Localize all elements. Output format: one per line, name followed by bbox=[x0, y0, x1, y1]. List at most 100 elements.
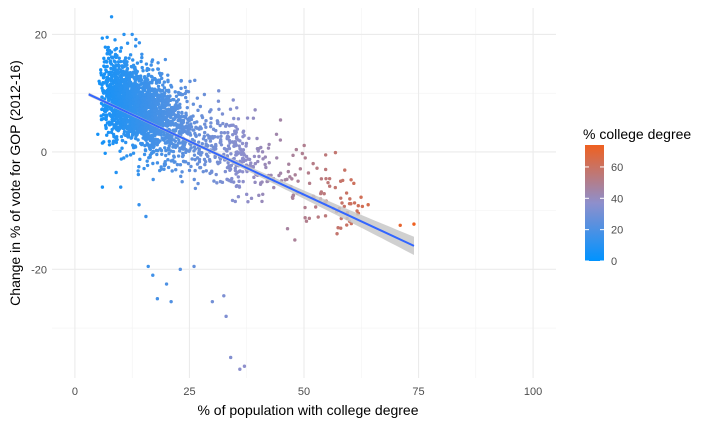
data-point bbox=[127, 56, 131, 60]
data-point bbox=[176, 141, 181, 145]
data-point bbox=[106, 45, 110, 50]
data-point bbox=[253, 161, 258, 166]
data-point bbox=[298, 167, 303, 171]
data-point bbox=[222, 146, 227, 151]
data-point bbox=[179, 174, 183, 179]
data-point bbox=[287, 162, 291, 166]
data-point bbox=[129, 129, 133, 134]
data-point bbox=[159, 148, 164, 153]
data-point bbox=[187, 119, 191, 123]
data-point bbox=[322, 192, 326, 196]
data-point bbox=[349, 202, 353, 206]
data-point bbox=[233, 166, 238, 170]
data-point bbox=[196, 140, 201, 144]
data-point bbox=[204, 125, 208, 129]
data-point bbox=[147, 112, 151, 116]
data-point bbox=[122, 32, 126, 37]
data-point bbox=[116, 114, 120, 118]
data-point bbox=[178, 163, 183, 167]
data-point bbox=[174, 94, 179, 99]
data-point bbox=[234, 150, 238, 154]
data-point bbox=[202, 157, 207, 162]
data-point bbox=[179, 86, 183, 91]
data-point bbox=[142, 97, 147, 102]
data-point bbox=[201, 169, 205, 174]
data-point bbox=[192, 121, 197, 125]
data-point bbox=[214, 147, 218, 151]
data-point bbox=[333, 185, 338, 190]
data-point bbox=[131, 124, 135, 128]
data-point bbox=[167, 151, 171, 156]
data-point bbox=[142, 114, 147, 118]
data-point bbox=[333, 150, 338, 155]
data-point bbox=[135, 119, 139, 123]
x-tick-label: 100 bbox=[524, 386, 542, 398]
data-point bbox=[112, 139, 117, 144]
data-point bbox=[203, 122, 207, 126]
data-point bbox=[256, 149, 260, 153]
data-point bbox=[120, 138, 125, 143]
data-point bbox=[123, 99, 127, 103]
data-point bbox=[176, 106, 181, 110]
data-point bbox=[102, 56, 106, 61]
data-point bbox=[109, 15, 114, 19]
data-point bbox=[127, 77, 132, 81]
legend-title: % college degree bbox=[583, 126, 691, 142]
data-point bbox=[129, 136, 133, 140]
data-point bbox=[140, 120, 144, 125]
data-point bbox=[204, 138, 208, 143]
data-point bbox=[291, 153, 295, 158]
data-point bbox=[155, 152, 159, 157]
data-point bbox=[225, 149, 229, 153]
data-point bbox=[184, 113, 188, 117]
data-point bbox=[110, 120, 114, 125]
data-point bbox=[168, 110, 173, 115]
data-point bbox=[179, 79, 183, 83]
data-point bbox=[133, 127, 137, 131]
data-point bbox=[290, 177, 294, 181]
data-point bbox=[216, 135, 220, 139]
data-point bbox=[113, 74, 117, 79]
data-point bbox=[163, 146, 167, 150]
data-point bbox=[226, 144, 231, 148]
data-point bbox=[97, 79, 101, 83]
data-point bbox=[161, 83, 165, 87]
data-point bbox=[214, 144, 218, 148]
data-point bbox=[195, 162, 200, 166]
data-point bbox=[345, 223, 349, 227]
data-point bbox=[188, 79, 192, 84]
data-point bbox=[307, 216, 312, 221]
data-point bbox=[184, 95, 188, 100]
data-point bbox=[275, 156, 279, 160]
data-point bbox=[140, 52, 144, 57]
x-tick-label: 0 bbox=[72, 386, 78, 398]
data-point bbox=[228, 168, 232, 173]
data-point bbox=[103, 151, 107, 155]
data-point bbox=[155, 297, 160, 301]
data-point bbox=[118, 49, 123, 53]
data-point bbox=[136, 169, 140, 173]
data-point bbox=[228, 141, 232, 145]
data-point bbox=[118, 125, 122, 130]
data-point bbox=[227, 146, 232, 151]
data-point bbox=[159, 116, 164, 121]
data-point bbox=[143, 123, 148, 127]
data-point bbox=[169, 299, 173, 304]
data-point bbox=[140, 125, 144, 129]
data-point bbox=[327, 176, 332, 181]
data-point bbox=[162, 167, 166, 171]
data-point bbox=[193, 186, 198, 191]
data-point bbox=[170, 169, 174, 173]
data-point bbox=[109, 114, 114, 119]
data-point bbox=[122, 132, 126, 136]
data-point bbox=[192, 128, 196, 132]
data-point bbox=[168, 120, 173, 124]
data-point bbox=[226, 178, 230, 182]
data-point bbox=[138, 127, 142, 131]
data-point bbox=[125, 63, 129, 67]
data-point bbox=[123, 56, 128, 60]
data-point bbox=[274, 132, 279, 136]
data-point bbox=[132, 83, 137, 87]
data-point bbox=[125, 119, 130, 123]
data-point bbox=[113, 38, 117, 42]
